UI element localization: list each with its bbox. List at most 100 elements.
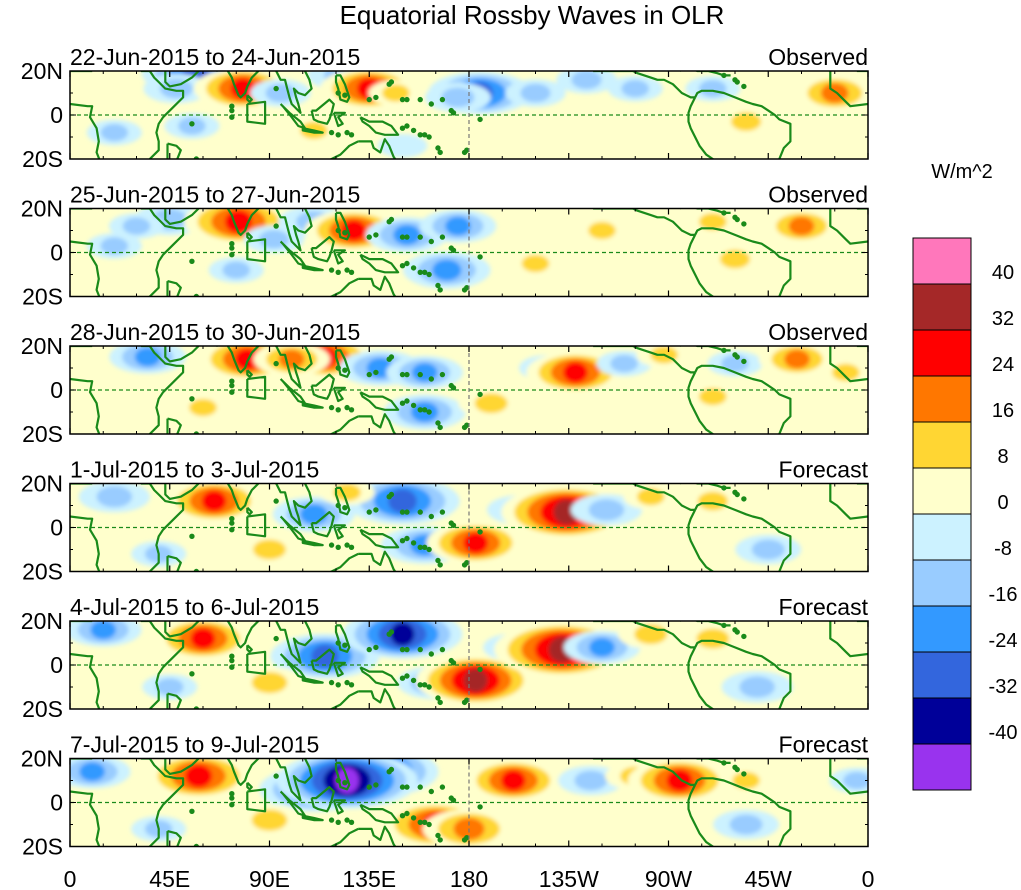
coastline	[358, 275, 397, 297]
island-dot	[335, 777, 341, 784]
island-dot	[421, 407, 428, 413]
coastline	[687, 234, 714, 297]
island-dot	[417, 96, 423, 103]
figure-title: Equatorial Rossby Waves in OLR	[340, 0, 725, 30]
coastline	[70, 102, 101, 159]
coastline	[279, 653, 307, 680]
coastline	[694, 777, 792, 847]
island-dot	[450, 522, 457, 529]
island-dot	[426, 134, 432, 140]
olr-anomaly-contour	[571, 71, 602, 90]
coastline	[140, 71, 185, 159]
olr-anomaly-contour	[776, 635, 827, 660]
olr-anomaly-contour	[100, 237, 129, 255]
panel-1: 20N 0 20S 22-Jun-2015 to 24-Jun-2015 Observe…	[21, 44, 869, 172]
coastline	[70, 515, 101, 572]
panel-kind-label: Observed	[768, 182, 868, 208]
island-dot	[421, 682, 428, 688]
coastline	[166, 555, 182, 572]
colorbar-legend: W/m^2 40 32 24 16 8 0 -8 -16 -24 -32 -40	[912, 161, 1018, 791]
coastline	[216, 71, 260, 99]
island-dot	[335, 227, 341, 234]
y-tick-label: 20N	[21, 196, 63, 222]
island-dot	[388, 354, 395, 360]
coastline	[358, 550, 397, 572]
coastline	[164, 758, 200, 775]
island-dot	[437, 149, 443, 156]
island-dot	[417, 407, 423, 413]
island-dot	[399, 675, 406, 681]
olr-anomaly-contour	[258, 230, 290, 249]
island-dot	[734, 766, 740, 773]
coastline	[694, 89, 792, 159]
island-dot	[741, 221, 747, 227]
coastline	[829, 483, 868, 520]
island-dot	[734, 216, 740, 223]
coastline	[329, 415, 359, 434]
coastline	[632, 71, 696, 99]
island-dot	[373, 232, 379, 238]
panel-2: 20N 0 20S 25-Jun-2015 to 27-Jun-2015 Observe…	[21, 182, 869, 310]
panel-kind-label: Forecast	[779, 457, 869, 483]
island-dot	[348, 132, 355, 138]
island-dot	[421, 269, 428, 275]
y-tick-label: 20N	[21, 58, 63, 84]
island-dot	[439, 371, 446, 378]
coastline	[166, 830, 182, 847]
island-dot	[229, 791, 235, 797]
colorbar-tick-label: 32	[992, 308, 1014, 330]
coastline	[279, 515, 307, 542]
olr-anomaly-contour	[543, 801, 594, 826]
coastline	[246, 369, 253, 378]
x-tick-label: 0	[64, 866, 77, 890]
island-dot	[741, 83, 747, 90]
island-dot	[464, 697, 470, 703]
y-tick-label: 20N	[21, 471, 63, 497]
island-dot	[428, 788, 435, 795]
olr-anomaly-contour	[441, 87, 475, 108]
coastline	[279, 240, 307, 267]
olr-anomaly-contour	[463, 532, 488, 554]
panel-kind-label: Observed	[768, 44, 868, 70]
island-dot	[189, 396, 195, 402]
island-dot	[229, 657, 235, 664]
coastline	[687, 509, 714, 572]
island-dot	[426, 546, 432, 553]
coastline	[632, 208, 696, 236]
colorbar-swatch	[912, 559, 972, 607]
island-dot	[229, 520, 235, 526]
coastline	[329, 277, 359, 297]
coastline	[829, 758, 868, 795]
island-dot	[273, 85, 279, 92]
coastline	[70, 377, 101, 434]
island-dot	[477, 254, 483, 260]
colorbar-unit: W/m^2	[931, 161, 993, 183]
island-dot	[366, 96, 372, 103]
island-dot	[335, 544, 341, 551]
colorbar-tick-label: -16	[989, 584, 1018, 606]
olr-anomaly-contour	[122, 217, 151, 235]
olr-anomaly-contour	[798, 493, 849, 518]
coastline	[687, 784, 714, 847]
coastline	[275, 758, 313, 802]
island-dot	[421, 544, 428, 551]
island-dot	[741, 633, 747, 640]
island-dot	[477, 666, 483, 673]
island-dot	[450, 110, 457, 116]
coastline	[359, 116, 400, 136]
olr-anomaly-contour	[589, 638, 615, 657]
island-dot	[335, 90, 341, 96]
coastline	[829, 346, 868, 383]
coastline	[246, 781, 253, 791]
coastline	[246, 506, 253, 516]
island-dot	[399, 400, 406, 406]
island-dot	[335, 132, 341, 138]
olr-anomaly-contour	[79, 762, 105, 782]
olr-anomaly-contour	[222, 261, 251, 279]
island-dot	[435, 420, 441, 426]
island-dot	[464, 285, 470, 291]
island-dot	[477, 529, 483, 535]
panel-date-range: 1-Jul-2015 to 3-Jul-2015	[70, 457, 319, 483]
coastline	[332, 661, 346, 678]
